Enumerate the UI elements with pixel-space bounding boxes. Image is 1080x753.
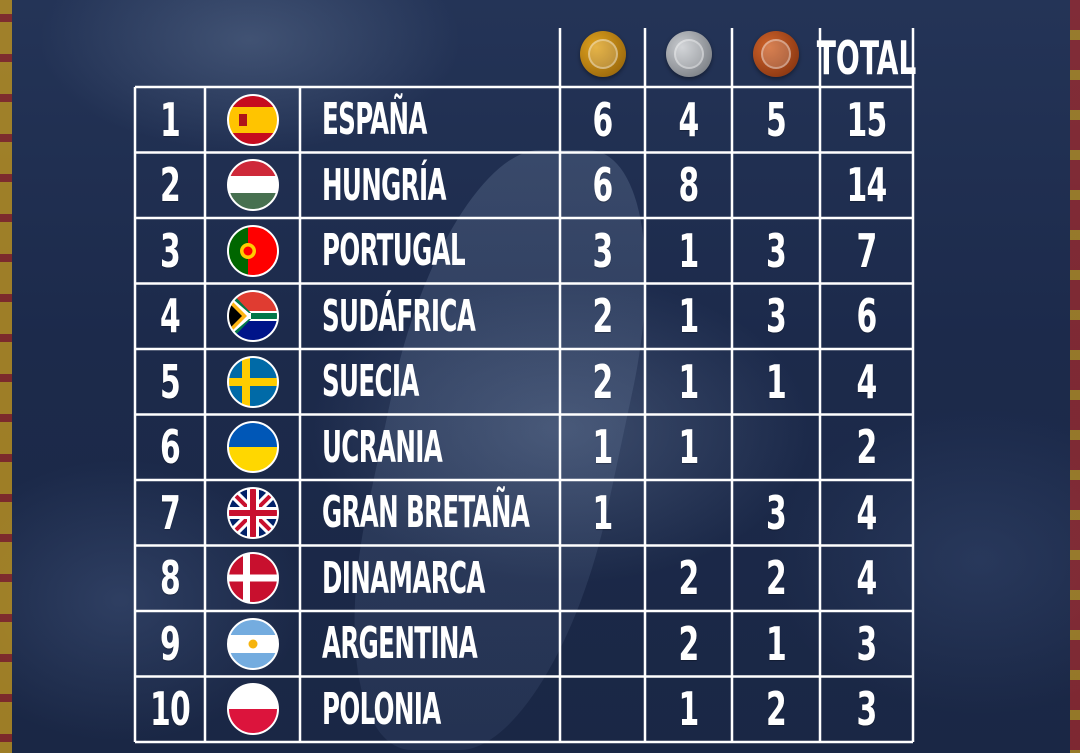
total-count: 3: [856, 616, 877, 671]
rank-cell: 1: [159, 92, 181, 147]
bronze-count: 2: [765, 682, 787, 737]
great-britain-flag-icon: [226, 486, 279, 539]
country-name: ESPAÑA: [322, 94, 427, 146]
bronze-medal-icon: [753, 31, 799, 77]
country-name: DINAMARCA: [322, 552, 485, 604]
silver-count: 2: [678, 551, 699, 606]
country-name: HUNGRÍA: [322, 159, 446, 211]
country-name: PORTUGAL: [322, 225, 466, 277]
country-name: POLONIA: [322, 683, 441, 735]
rank-cell: 2: [159, 158, 181, 213]
bronze-count: 1: [765, 616, 787, 671]
hungary-flag-icon: [226, 159, 279, 212]
bronze-count: 1: [765, 354, 787, 409]
bronze-count: 2: [765, 551, 787, 606]
gold-count: 2: [592, 354, 613, 409]
country-name: SUDÁFRICA: [322, 290, 476, 342]
gold-count: 1: [592, 485, 613, 540]
rank-cell: 3: [159, 223, 181, 278]
silver-count: 8: [678, 158, 699, 213]
gold-count: [572, 677, 633, 743]
total-count: 4: [856, 551, 877, 606]
rank-cell: 8: [159, 551, 181, 606]
poland-flag-icon: [226, 683, 279, 736]
total-count: 7: [856, 223, 877, 278]
total-column-header: TOTAL: [816, 30, 917, 85]
gold-count: 6: [592, 158, 613, 213]
gold-count: 3: [592, 223, 613, 278]
argentina-flag-icon: [226, 617, 279, 670]
total-count: 15: [846, 92, 887, 147]
left-border-stripe: [0, 0, 12, 753]
bronze-count: 5: [765, 92, 787, 147]
denmark-flag-icon: [226, 552, 279, 605]
country-name: ARGENTINA: [322, 618, 478, 670]
total-count: 14: [846, 158, 887, 213]
total-count: 4: [856, 485, 877, 540]
gold-count: 6: [592, 92, 613, 147]
silver-count: 1: [678, 289, 699, 344]
bronze-count: 3: [765, 223, 787, 278]
total-count: 4: [856, 354, 877, 409]
sweden-flag-icon: [226, 355, 279, 408]
silver-medal-icon: [665, 31, 712, 77]
bronze-count: 3: [765, 289, 787, 344]
right-border-stripe: [1070, 0, 1080, 753]
silver-count: 1: [678, 682, 699, 737]
silver-count: 1: [678, 354, 699, 409]
gold-count: [572, 611, 633, 677]
rank-cell: 10: [149, 682, 191, 737]
silver-count: 1: [678, 420, 699, 475]
rank-cell: 7: [159, 485, 181, 540]
silver-count: [657, 480, 720, 546]
total-count: 6: [856, 289, 877, 344]
rank-cell: 4: [159, 289, 181, 344]
gold-medal-icon: [579, 31, 626, 77]
country-name: GRAN BRETAÑA: [322, 487, 530, 539]
silver-count: 4: [678, 92, 699, 147]
gold-count: [572, 546, 633, 612]
total-count: 2: [856, 420, 877, 475]
country-name: SUECIA: [322, 356, 419, 408]
silver-count: 2: [678, 616, 699, 671]
gold-count: 2: [592, 289, 613, 344]
rank-cell: 6: [159, 420, 181, 475]
bronze-count: [744, 415, 807, 481]
spain-flag-icon: [226, 93, 279, 146]
rank-cell: 5: [159, 354, 181, 409]
bronze-count: 3: [765, 485, 787, 540]
portugal-flag-icon: [226, 224, 279, 277]
total-count: 3: [856, 682, 877, 737]
ukraine-flag-icon: [226, 421, 279, 474]
rank-cell: 9: [159, 616, 181, 671]
silver-count: 1: [678, 223, 699, 278]
south-africa-flag-icon: [226, 290, 279, 343]
gold-count: 1: [592, 420, 613, 475]
country-name: UCRANIA: [322, 421, 443, 473]
bronze-count: [744, 153, 807, 219]
